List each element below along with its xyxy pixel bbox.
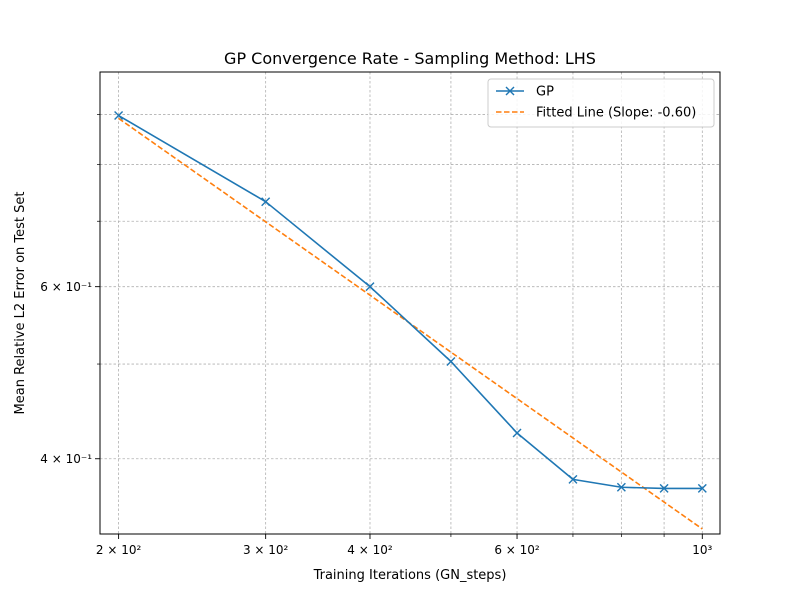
plot-frame xyxy=(99,71,721,535)
x-axis-label: Training Iterations (GN_steps) xyxy=(313,568,507,583)
legend: GP Fitted Line (Slope: -0.60) xyxy=(487,78,715,128)
x-tick-label: 3 × 10² xyxy=(243,543,289,557)
x-tick-label: 10³ xyxy=(692,543,712,557)
axis-ticks: 2 × 10² 3 × 10² 4 × 10² 6 × 10² 10³ 4 × 10⁻¹ 6… xyxy=(40,114,713,557)
data-point-gp xyxy=(446,357,456,366)
data-point-gp xyxy=(616,482,626,492)
data-point-gp xyxy=(365,282,375,292)
x-tick-label: 2 × 10² xyxy=(96,543,142,557)
data-point-gp xyxy=(697,483,707,493)
x-tick-label: 4 × 10² xyxy=(347,543,393,557)
x-tick-label: 6 × 10² xyxy=(494,543,540,557)
chart-title: GP Convergence Rate - Sampling Method: L… xyxy=(224,49,596,68)
data-point-gp xyxy=(114,111,124,121)
legend-marker-gp xyxy=(505,86,515,96)
data-point-gp xyxy=(568,474,578,484)
data-point-gp xyxy=(659,483,669,493)
grid xyxy=(100,72,720,534)
y-tick-label: 4 × 10⁻¹ xyxy=(40,452,92,466)
y-tick-label: 6 × 10⁻¹ xyxy=(40,280,92,294)
data-point-gp xyxy=(512,428,522,438)
y-axis-label: Mean Relative L2 Error on Test Set xyxy=(13,192,28,415)
data-point-gp xyxy=(261,197,271,207)
legend-label-gp: GP xyxy=(536,85,554,100)
legend-label-fitted-line: Fitted Line (Slope: -0.60) xyxy=(536,106,696,121)
legend-box xyxy=(487,78,715,128)
plot-series xyxy=(114,111,707,530)
